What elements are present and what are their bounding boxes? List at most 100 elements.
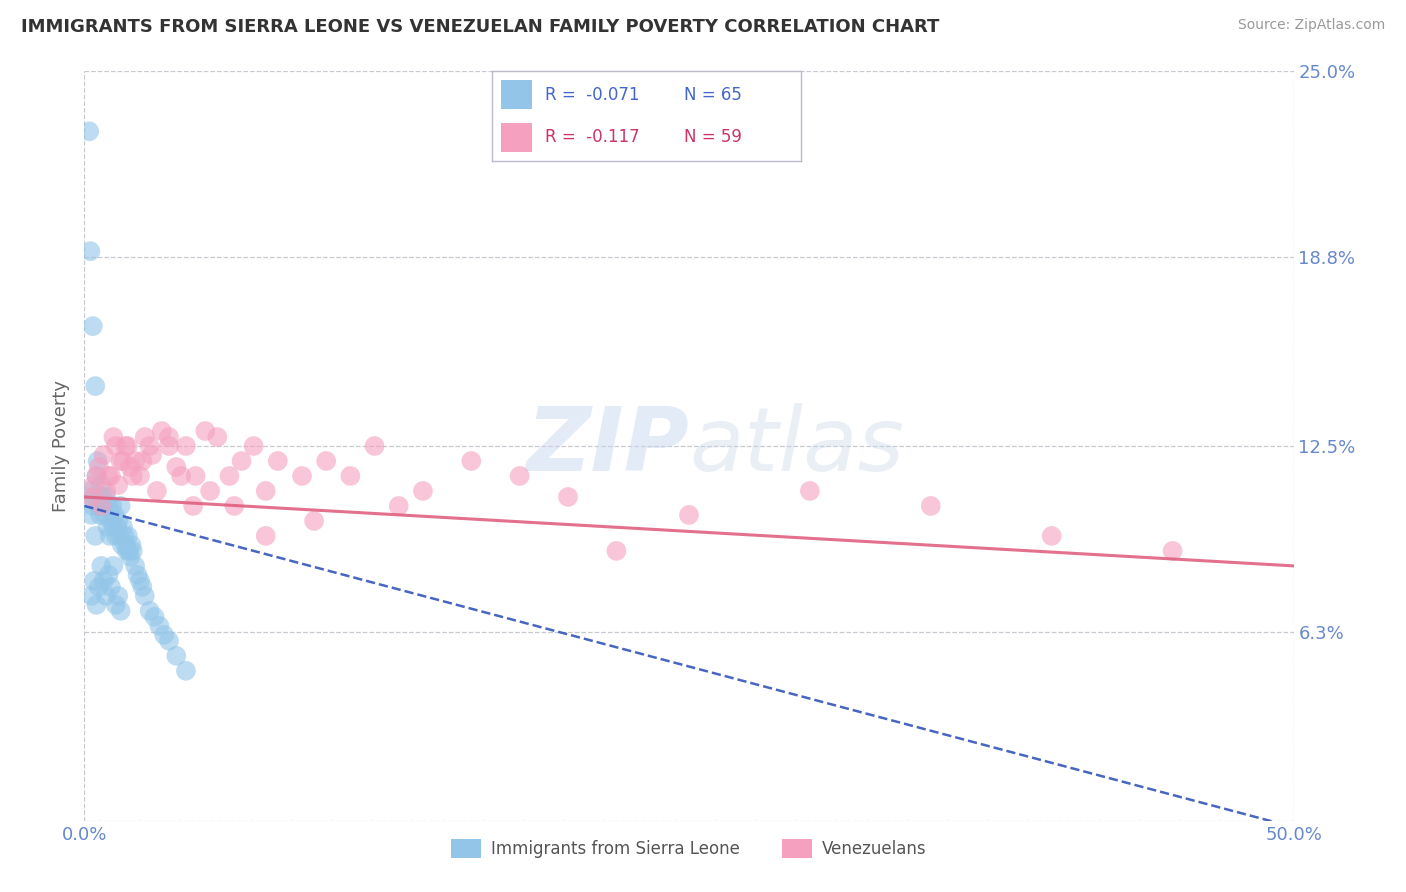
- Point: [107, 514, 129, 528]
- Point: [207, 430, 229, 444]
- Point: [302, 514, 325, 528]
- Point: [93, 499, 115, 513]
- Point: [80, 490, 103, 504]
- Point: [124, 454, 146, 468]
- Point: [1161, 544, 1184, 558]
- Point: [799, 483, 821, 498]
- Point: [107, 589, 129, 603]
- Point: [198, 483, 221, 498]
- Point: [194, 424, 217, 438]
- Point: [141, 448, 163, 462]
- Text: Source: ZipAtlas.com: Source: ZipAtlas.com: [1237, 18, 1385, 32]
- Point: [98, 529, 121, 543]
- Point: [83, 490, 105, 504]
- Point: [143, 610, 166, 624]
- Point: [97, 567, 120, 582]
- Point: [117, 439, 139, 453]
- Point: [82, 499, 104, 513]
- Text: R =  -0.071: R = -0.071: [544, 87, 640, 104]
- FancyBboxPatch shape: [502, 123, 533, 152]
- Point: [112, 529, 135, 543]
- Point: [83, 478, 105, 492]
- Point: [104, 508, 127, 522]
- Point: [96, 520, 118, 534]
- Point: [84, 379, 107, 393]
- Point: [90, 558, 112, 573]
- Point: [509, 469, 531, 483]
- Point: [120, 549, 142, 564]
- Point: [104, 439, 127, 453]
- Point: [131, 580, 153, 594]
- FancyBboxPatch shape: [502, 80, 533, 109]
- Point: [93, 574, 115, 588]
- Text: R =  -0.117: R = -0.117: [544, 128, 640, 146]
- Point: [605, 544, 627, 558]
- Point: [315, 454, 337, 468]
- Point: [110, 604, 132, 618]
- Point: [134, 589, 156, 603]
- Point: [101, 499, 124, 513]
- Point: [80, 508, 103, 522]
- Point: [87, 499, 110, 513]
- Point: [89, 508, 111, 522]
- Point: [82, 319, 104, 334]
- Point: [231, 454, 253, 468]
- Point: [134, 430, 156, 444]
- Point: [174, 439, 197, 453]
- Point: [108, 529, 131, 543]
- Point: [121, 469, 143, 483]
- Point: [118, 544, 141, 558]
- Point: [121, 544, 143, 558]
- Point: [100, 469, 122, 483]
- Text: IMMIGRANTS FROM SIERRA LEONE VS VENEZUELAN FAMILY POVERTY CORRELATION CHART: IMMIGRANTS FROM SIERRA LEONE VS VENEZUEL…: [21, 18, 939, 36]
- Point: [103, 430, 125, 444]
- Point: [165, 460, 187, 475]
- Point: [157, 439, 180, 453]
- Point: [77, 124, 100, 138]
- Point: [157, 430, 180, 444]
- Point: [224, 499, 246, 513]
- Point: [79, 244, 101, 259]
- Point: [170, 469, 193, 483]
- Point: [86, 454, 108, 468]
- Point: [111, 538, 134, 552]
- Point: [86, 469, 108, 483]
- Point: [87, 460, 110, 475]
- Point: [146, 483, 169, 498]
- Point: [138, 439, 160, 453]
- Point: [104, 598, 127, 612]
- Point: [1040, 529, 1063, 543]
- Point: [80, 589, 103, 603]
- Point: [218, 469, 240, 483]
- Point: [363, 439, 385, 453]
- Point: [86, 469, 108, 483]
- Point: [110, 499, 132, 513]
- Legend: Immigrants from Sierra Leone, Venezuelans: Immigrants from Sierra Leone, Venezuelan…: [444, 832, 934, 864]
- Point: [138, 604, 160, 618]
- Point: [94, 589, 117, 603]
- Text: N = 59: N = 59: [683, 128, 742, 146]
- Point: [110, 454, 132, 468]
- Point: [115, 544, 138, 558]
- Point: [124, 558, 146, 573]
- Point: [94, 490, 117, 504]
- Point: [460, 454, 482, 468]
- Point: [90, 499, 112, 513]
- Point: [103, 520, 125, 534]
- Point: [127, 567, 149, 582]
- Point: [120, 460, 142, 475]
- Point: [103, 558, 125, 573]
- Point: [291, 469, 314, 483]
- Point: [148, 619, 170, 633]
- Point: [153, 628, 176, 642]
- Point: [388, 499, 411, 513]
- Point: [129, 469, 152, 483]
- Text: N = 65: N = 65: [683, 87, 742, 104]
- Point: [94, 483, 117, 498]
- Point: [112, 454, 135, 468]
- Point: [114, 538, 136, 552]
- Text: atlas: atlas: [689, 403, 904, 489]
- Point: [339, 469, 361, 483]
- Point: [100, 580, 122, 594]
- Point: [105, 520, 128, 534]
